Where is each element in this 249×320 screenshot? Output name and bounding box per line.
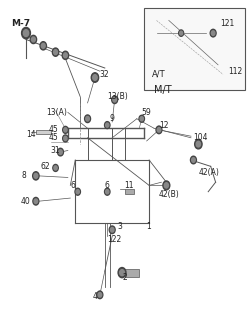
Circle shape [163, 181, 170, 190]
Circle shape [106, 123, 109, 127]
Text: 45: 45 [48, 125, 58, 134]
Circle shape [110, 228, 114, 232]
Circle shape [164, 183, 168, 188]
Circle shape [62, 51, 69, 60]
Circle shape [54, 166, 57, 170]
Circle shape [54, 50, 58, 55]
Text: M/T: M/T [154, 85, 172, 95]
Circle shape [105, 188, 110, 195]
Circle shape [31, 37, 35, 42]
Circle shape [105, 122, 110, 129]
Text: 42(B): 42(B) [159, 190, 180, 199]
Circle shape [75, 188, 80, 195]
Circle shape [63, 126, 68, 133]
Circle shape [63, 53, 67, 58]
Circle shape [34, 173, 38, 178]
Circle shape [64, 128, 67, 132]
Circle shape [30, 35, 37, 44]
Circle shape [33, 197, 39, 205]
Circle shape [85, 115, 91, 123]
Circle shape [109, 226, 115, 234]
Circle shape [140, 117, 143, 121]
Bar [36, 130, 51, 134]
Text: 12: 12 [159, 121, 169, 130]
Circle shape [113, 98, 117, 102]
Bar [144, 8, 245, 90]
Circle shape [112, 96, 118, 104]
Text: 62: 62 [41, 162, 50, 171]
Text: 3: 3 [117, 222, 122, 231]
Circle shape [34, 199, 38, 204]
Circle shape [192, 158, 195, 162]
Circle shape [190, 156, 196, 164]
Text: 6: 6 [105, 181, 110, 190]
Circle shape [33, 172, 39, 180]
Text: 59: 59 [142, 108, 151, 117]
Text: 122: 122 [107, 235, 122, 244]
Bar [124, 269, 139, 277]
Circle shape [211, 31, 215, 36]
Circle shape [63, 135, 68, 142]
Circle shape [53, 164, 58, 172]
Text: 9: 9 [110, 114, 115, 123]
Circle shape [180, 31, 183, 35]
Circle shape [106, 190, 109, 194]
Text: 40: 40 [21, 197, 31, 206]
Circle shape [139, 115, 144, 122]
Circle shape [22, 28, 30, 39]
Text: 42(A): 42(A) [198, 168, 219, 177]
Circle shape [179, 30, 184, 36]
Text: 1: 1 [147, 222, 151, 231]
Circle shape [195, 140, 202, 149]
Text: 112: 112 [228, 67, 242, 76]
Text: M-7: M-7 [11, 19, 30, 28]
Text: 8: 8 [21, 172, 26, 180]
Circle shape [58, 148, 63, 156]
Text: 14: 14 [26, 130, 36, 139]
Circle shape [157, 128, 161, 132]
Circle shape [118, 268, 126, 278]
Text: 31: 31 [51, 146, 60, 155]
Text: 32: 32 [100, 70, 110, 79]
Circle shape [59, 150, 62, 154]
Text: 121: 121 [221, 19, 235, 28]
Text: 104: 104 [193, 133, 208, 142]
Text: 4: 4 [92, 292, 97, 301]
Circle shape [210, 29, 216, 37]
Circle shape [93, 75, 97, 80]
Circle shape [86, 116, 89, 121]
Bar [124, 188, 134, 194]
Circle shape [156, 126, 162, 134]
Circle shape [41, 43, 45, 48]
Circle shape [98, 292, 102, 297]
Circle shape [91, 73, 99, 82]
Circle shape [64, 136, 67, 140]
Circle shape [23, 30, 29, 36]
Text: 2: 2 [122, 273, 127, 282]
Text: 45: 45 [48, 133, 58, 142]
Circle shape [196, 141, 201, 147]
Circle shape [40, 42, 47, 50]
Text: 13(B): 13(B) [107, 92, 128, 101]
Circle shape [76, 190, 79, 194]
Text: A/T: A/T [152, 70, 165, 79]
Circle shape [97, 291, 103, 299]
Circle shape [52, 48, 59, 56]
Text: 13(A): 13(A) [46, 108, 66, 117]
Circle shape [120, 269, 124, 276]
Text: 11: 11 [124, 181, 134, 190]
Text: 6: 6 [70, 181, 75, 190]
